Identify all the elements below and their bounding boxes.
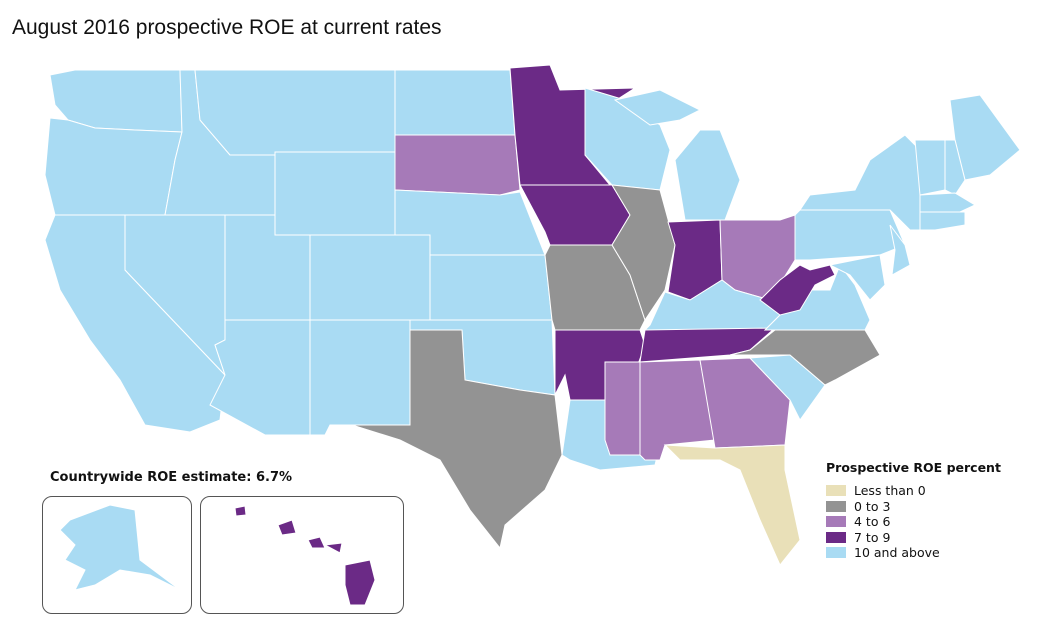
state-az [209, 319, 311, 436]
state-ma [919, 192, 977, 213]
state-md [828, 254, 886, 301]
legend-swatch [826, 547, 846, 559]
state-co [309, 234, 431, 321]
state-wy [274, 151, 396, 236]
legend-swatch [826, 516, 846, 528]
state-tn [639, 327, 777, 363]
state-miu [613, 89, 702, 126]
legend-label: Less than 0 [854, 483, 926, 499]
hawaii-inset [200, 496, 404, 614]
legend-swatch [826, 500, 846, 512]
state-il [611, 184, 676, 322]
legend-item: 0 to 3 [826, 499, 1001, 515]
legend-label: 7 to 9 [854, 529, 891, 545]
state-ct [919, 211, 966, 231]
state-pa [794, 209, 906, 261]
state-tx [351, 329, 563, 550]
legend-item: 7 to 9 [826, 530, 1001, 546]
state-or [44, 117, 183, 216]
state-vt [914, 139, 946, 196]
state-ms [604, 361, 641, 456]
legend-title: Prospective ROE percent [826, 460, 1001, 475]
legend-label: 10 and above [854, 545, 940, 561]
state-nd [394, 69, 516, 136]
legend-item: 4 to 6 [826, 514, 1001, 530]
map-title: August 2016 prospective ROE at current r… [12, 16, 442, 39]
state-ga [699, 357, 791, 449]
legend-label: 4 to 6 [854, 514, 891, 530]
legend-item: Less than 0 [826, 483, 1001, 499]
legend-swatch [826, 485, 846, 497]
legend-label: 0 to 3 [854, 498, 891, 514]
legend-swatch [826, 531, 846, 543]
state-mi [674, 129, 741, 221]
state-nj [889, 224, 911, 276]
state-nm [309, 319, 411, 436]
state-wv [759, 264, 836, 316]
state-sd [394, 134, 521, 196]
legend-item: 10 and above [826, 545, 1001, 561]
state-nc [729, 329, 881, 386]
state-mt [194, 69, 396, 156]
state-ks [429, 254, 553, 321]
state-fl [663, 444, 801, 566]
state-hi [234, 505, 376, 606]
state-ak [59, 504, 181, 591]
countrywide-estimate: Countrywide ROE estimate: 6.7% [50, 470, 293, 485]
alaska-inset [42, 496, 192, 614]
